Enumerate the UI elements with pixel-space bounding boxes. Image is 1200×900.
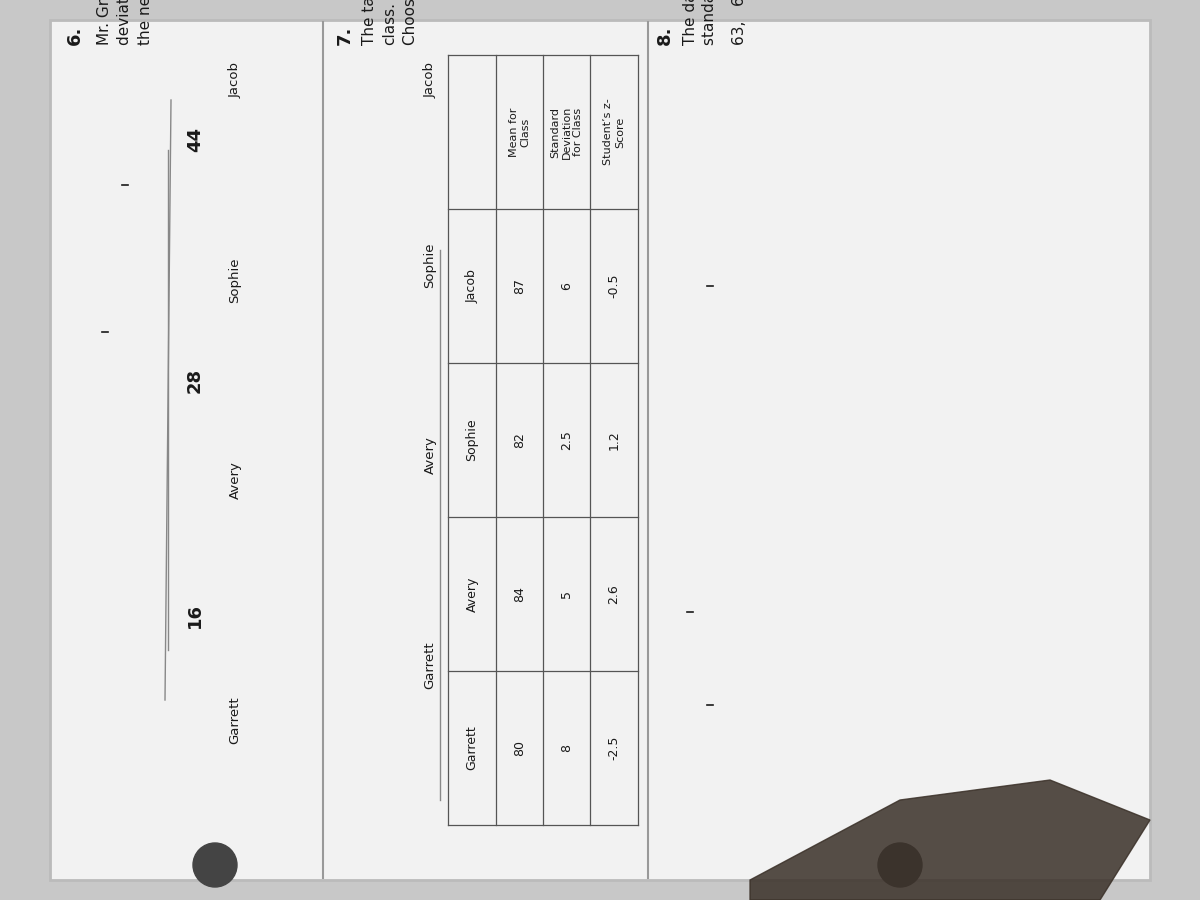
Text: Sophie: Sophie [228,257,241,302]
Text: deviation of 10. Find the z-score for ONE of the following data values. (Round t: deviation of 10. Find the z-score for ON… [118,0,132,45]
Text: Sophie: Sophie [466,418,479,462]
Text: 2.5: 2.5 [560,430,574,450]
Text: Garrett: Garrett [424,641,437,688]
Text: Sophie: Sophie [424,242,437,288]
FancyBboxPatch shape [50,20,1150,880]
Text: Avery: Avery [466,576,479,612]
Text: Jacob: Jacob [424,62,437,98]
Text: 16: 16 [186,602,204,627]
Text: 8.: 8. [656,25,674,45]
Text: Jacob: Jacob [228,62,241,98]
Text: 82: 82 [514,432,526,448]
Text: 6.: 6. [66,25,84,45]
Text: 87: 87 [514,278,526,294]
Text: -2.5: -2.5 [607,736,620,760]
Text: 6: 6 [560,282,574,290]
Text: Jacob: Jacob [466,269,479,303]
Text: Avery: Avery [424,436,437,474]
Text: The table shows test data for four different classes and for one student in each: The table shows test data for four diffe… [362,0,378,45]
Text: 2.6: 2.6 [607,584,620,604]
Text: Avery: Avery [228,461,241,499]
Polygon shape [750,780,1150,900]
Text: Standard
Deviation
for Class: Standard Deviation for Class [550,105,583,158]
Circle shape [193,843,238,887]
Text: -0.5: -0.5 [607,274,620,298]
Text: 84: 84 [514,586,526,602]
Text: Mr. Gray’s quiz was normally distributed with a mean of 25 and a standard: Mr. Gray’s quiz was normally distributed… [97,0,113,45]
Text: The data below represents the scores in a golf tournament. If the mean is 70 wit: The data below represents the scores in … [683,0,697,45]
Text: Mean for
Class: Mean for Class [509,107,530,157]
Text: 5: 5 [560,590,574,598]
Text: Student’s z-
Score: Student’s z- Score [604,99,625,166]
Text: 44: 44 [186,128,204,152]
Text: 1.2: 1.2 [607,430,620,450]
Text: the nearest hundredth): the nearest hundredth) [138,0,152,45]
Text: class.: class. [383,2,397,45]
Text: Choose a student and find their grade. Round your answer to the nearest tenth.: Choose a student and find their grade. R… [402,0,418,45]
Text: Garrett: Garrett [466,725,479,770]
Text: 63,   64,   65,   67,   70,   71,   73,   73,   76,   78: 63, 64, 65, 67, 70, 71, 73, 73, 76, 78 [732,0,748,45]
Text: standard deviation of 4.9, circle all values with a z-score less than 0.5.: standard deviation of 4.9, circle all va… [702,0,718,45]
Text: 7.: 7. [336,25,354,45]
Text: Garrett: Garrett [228,697,241,743]
Text: 80: 80 [514,740,526,756]
Text: 28: 28 [186,367,204,392]
Circle shape [878,843,922,887]
Text: 8: 8 [560,744,574,752]
